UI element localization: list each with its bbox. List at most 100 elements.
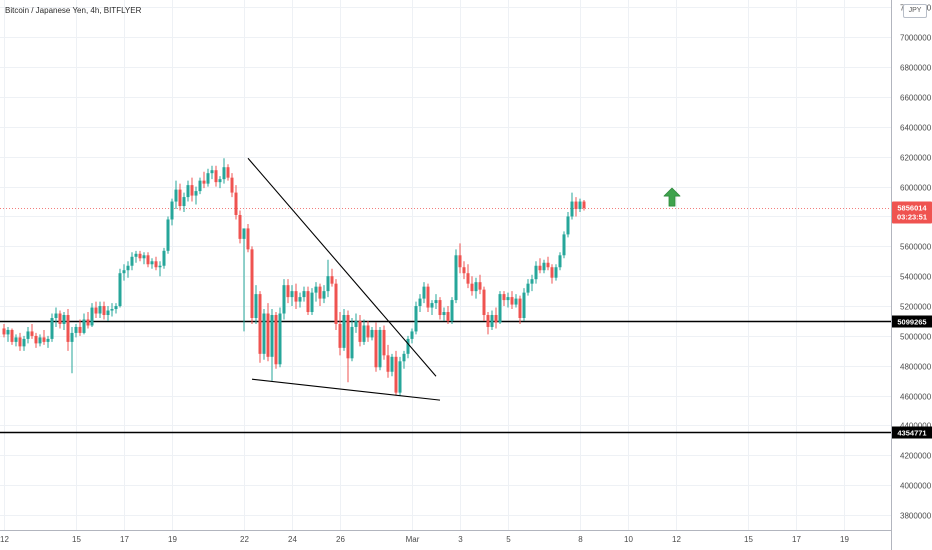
candle-body bbox=[138, 253, 142, 259]
candle-body bbox=[338, 323, 342, 348]
candle bbox=[250, 246, 254, 324]
candle-body bbox=[558, 255, 562, 268]
candle-body bbox=[114, 306, 118, 310]
candle-body bbox=[346, 315, 350, 359]
candle-body bbox=[306, 291, 310, 313]
time-axis[interactable]: 12 15 17 19 22 24 26 Mar 3 5 8 10 12 15 17 19 bbox=[0, 530, 891, 545]
candle-body bbox=[174, 189, 178, 202]
candle bbox=[70, 326, 74, 374]
candle bbox=[258, 291, 262, 363]
candle bbox=[194, 186, 198, 205]
x-tick-label: 12 bbox=[0, 535, 9, 544]
candle bbox=[494, 307, 498, 329]
candle-body bbox=[550, 267, 554, 278]
candle bbox=[138, 250, 142, 262]
candle bbox=[290, 285, 294, 307]
candle-body bbox=[190, 185, 194, 196]
candle bbox=[362, 319, 366, 345]
candle bbox=[338, 312, 342, 356]
candle-body bbox=[342, 315, 346, 348]
candle-body bbox=[318, 286, 322, 299]
candle bbox=[302, 286, 306, 302]
candle-body bbox=[322, 291, 326, 299]
candle-body bbox=[266, 313, 270, 357]
candle-body bbox=[18, 337, 22, 347]
level-price-label: 5099265 bbox=[897, 318, 926, 327]
candle-body bbox=[178, 189, 182, 207]
candle bbox=[126, 261, 130, 278]
candle bbox=[142, 252, 146, 265]
candle bbox=[230, 173, 234, 198]
candle bbox=[502, 291, 506, 307]
candle bbox=[6, 326, 10, 342]
candle bbox=[90, 303, 94, 327]
candle-body bbox=[246, 228, 250, 250]
candle bbox=[458, 243, 462, 274]
candle bbox=[98, 301, 102, 318]
candle bbox=[450, 297, 454, 324]
candle-body bbox=[406, 338, 410, 354]
candle bbox=[150, 258, 154, 269]
candle bbox=[154, 256, 158, 271]
y-tick-label: 7000000 bbox=[900, 34, 932, 43]
y-tick-label: 4600000 bbox=[900, 393, 932, 402]
candle bbox=[582, 200, 586, 211]
candle bbox=[162, 247, 166, 269]
candle bbox=[426, 283, 430, 313]
candle bbox=[2, 323, 6, 338]
trendlines[interactable] bbox=[247, 157, 441, 401]
candle-body bbox=[490, 315, 494, 327]
candle bbox=[346, 310, 350, 383]
candle bbox=[446, 306, 450, 324]
candle-body bbox=[570, 201, 574, 217]
candle bbox=[370, 326, 374, 341]
candle bbox=[398, 356, 402, 396]
candle-body bbox=[130, 256, 134, 266]
trendline[interactable] bbox=[247, 157, 437, 377]
y-tick-label: 5600000 bbox=[900, 243, 932, 252]
candle bbox=[454, 249, 458, 304]
candle-body bbox=[186, 185, 190, 198]
candle-body bbox=[222, 167, 226, 180]
y-tick-label: 4800000 bbox=[900, 363, 932, 372]
y-tick-label: 4200000 bbox=[900, 452, 932, 461]
candle bbox=[198, 177, 202, 195]
candle-body bbox=[86, 319, 90, 326]
candle-body bbox=[30, 331, 34, 336]
candle bbox=[182, 192, 186, 212]
candle-body bbox=[158, 265, 162, 268]
candle-body bbox=[426, 286, 430, 308]
x-tick-label: 17 bbox=[792, 535, 801, 544]
candle-body bbox=[414, 306, 418, 332]
x-tick-label: 15 bbox=[744, 535, 753, 544]
candle-body bbox=[534, 265, 538, 280]
currency-badge[interactable]: JPY bbox=[903, 4, 927, 18]
candle-body bbox=[526, 283, 530, 293]
candle-body bbox=[218, 179, 222, 183]
candle bbox=[286, 279, 290, 304]
candle bbox=[546, 256, 550, 271]
x-tick-label: 5 bbox=[506, 535, 511, 544]
candle-body bbox=[58, 313, 62, 324]
candle bbox=[510, 291, 514, 310]
candle-body bbox=[38, 337, 42, 344]
candle-body bbox=[90, 307, 94, 326]
y-tick-label: 5400000 bbox=[900, 273, 932, 282]
horizontal-levels[interactable] bbox=[0, 208, 891, 434]
trendline[interactable] bbox=[251, 378, 441, 401]
candle-body bbox=[62, 315, 66, 324]
candle-body bbox=[410, 331, 414, 339]
candle bbox=[42, 329, 46, 345]
candle-body bbox=[102, 306, 106, 316]
candle bbox=[342, 309, 346, 351]
candle bbox=[566, 212, 570, 238]
candle-body bbox=[206, 173, 210, 184]
candle-body bbox=[214, 170, 218, 183]
candle bbox=[14, 334, 18, 347]
candle-body bbox=[374, 329, 378, 368]
price-axis[interactable]: 3800000 4000000 4200000 4400000 4600000 48000… bbox=[891, 0, 932, 550]
candle bbox=[174, 180, 178, 210]
y-tick-label: 5000000 bbox=[900, 333, 932, 342]
